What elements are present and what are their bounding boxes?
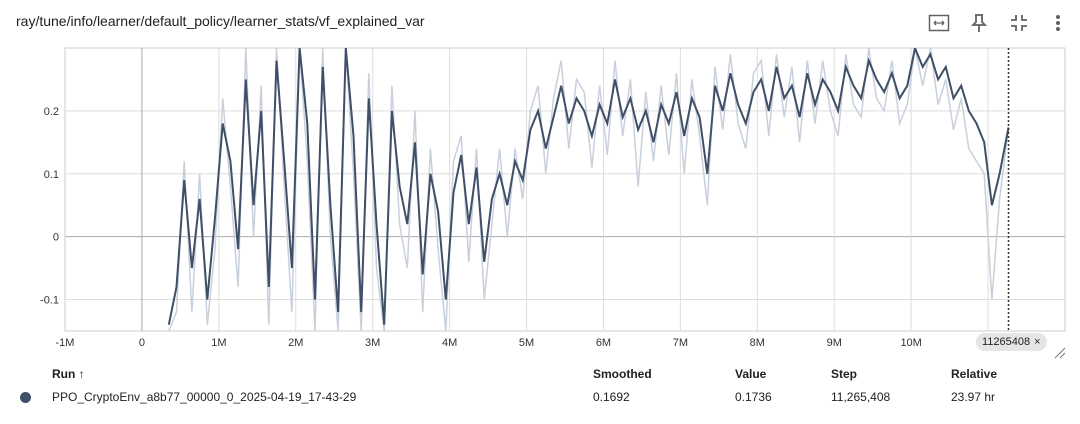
chart-svg[interactable]: -0.100.10.2-1M01M2M3M4M5M6M7M8M9M10M11M bbox=[0, 40, 1080, 360]
y-tick-label: 0 bbox=[53, 232, 59, 244]
smoothed-value: 0.1692 bbox=[593, 390, 630, 404]
x-tick-label: 4M bbox=[442, 337, 457, 349]
column-header-smoothed[interactable]: Smoothed bbox=[593, 367, 652, 381]
column-header-run[interactable]: Run ↑ bbox=[52, 367, 85, 381]
raw-series-layer bbox=[168, 48, 1010, 331]
resize-handle-icon[interactable] bbox=[1054, 347, 1066, 359]
pin-icon[interactable] bbox=[966, 10, 992, 36]
step-badge[interactable]: 11265408 × bbox=[976, 333, 1047, 351]
x-tick-label: 9M bbox=[827, 337, 842, 349]
plot-frame bbox=[64, 47, 1066, 332]
run-header-label: Run bbox=[52, 367, 76, 381]
x-tick-label: 6M bbox=[596, 337, 611, 349]
x-tick-label: 0 bbox=[139, 337, 145, 349]
step-badge-label: 11265408 bbox=[982, 336, 1031, 348]
raw-value: 0.1736 bbox=[735, 390, 772, 404]
smoothed-series-layer bbox=[167, 48, 1010, 325]
x-tick-label: 1M bbox=[211, 337, 226, 349]
x-tick-label: 3M bbox=[365, 337, 380, 349]
x-tick-label: 10M bbox=[900, 337, 921, 349]
smoothed-series-line bbox=[167, 48, 1010, 325]
column-header-value[interactable]: Value bbox=[735, 367, 767, 381]
tick-layer: -0.100.10.2-1M01M2M3M4M5M6M7M8M9M10M11M bbox=[40, 106, 998, 349]
run-color-dot bbox=[20, 392, 31, 403]
x-tick-label: 2M bbox=[288, 337, 303, 349]
fit-domain-icon[interactable] bbox=[926, 10, 952, 36]
x-tick-label: 5M bbox=[519, 337, 534, 349]
sort-arrow-icon[interactable]: ↑ bbox=[78, 367, 85, 381]
raw-series-line bbox=[168, 48, 1010, 331]
y-tick-label: 0.2 bbox=[44, 106, 59, 118]
column-header-step[interactable]: Step bbox=[831, 367, 858, 381]
relative-value: 23.97 hr bbox=[951, 390, 996, 404]
x-tick-label: 8M bbox=[750, 337, 765, 349]
more-vert-icon[interactable] bbox=[1045, 10, 1071, 36]
y-tick-label: 0.1 bbox=[44, 169, 59, 181]
y-tick-label: -0.1 bbox=[40, 295, 59, 307]
chart-title: ray/tune/info/learner/default_policy/lea… bbox=[16, 13, 425, 29]
run-name: PPO_CryptoEnv_a8b77_00000_0_2025-04-19_1… bbox=[52, 390, 357, 404]
column-header-relative[interactable]: Relative bbox=[951, 367, 998, 381]
close-icon[interactable]: × bbox=[1034, 336, 1041, 348]
step-value: 11,265,408 bbox=[831, 390, 891, 404]
x-tick-label: 7M bbox=[673, 337, 688, 349]
x-tick-label: -1M bbox=[56, 337, 75, 349]
collapse-icon[interactable] bbox=[1006, 10, 1032, 36]
grid-layer bbox=[64, 47, 1066, 332]
